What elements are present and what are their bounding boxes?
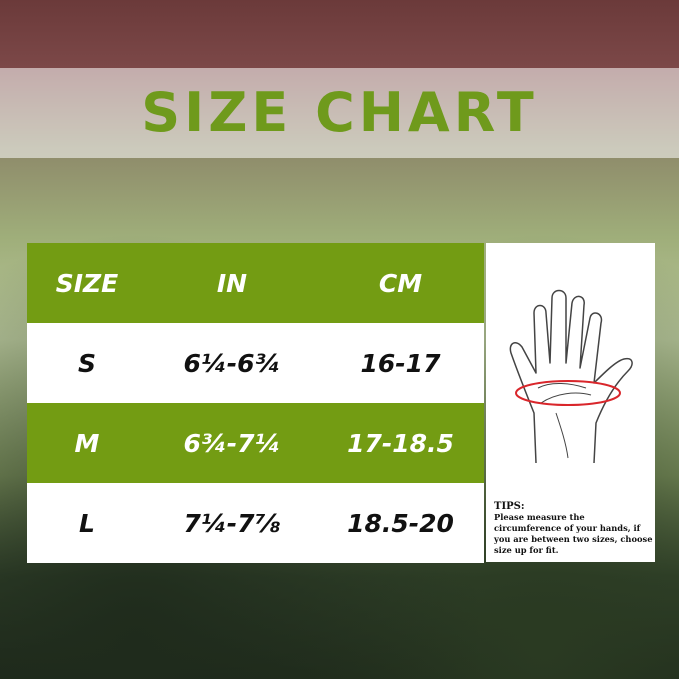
header-size: SIZE: [55, 268, 119, 298]
cell-in: 6¾-7¼: [183, 428, 281, 458]
tips-body: Please measure the circumference of your…: [494, 512, 653, 555]
hand-measure-icon: [509, 289, 633, 464]
title-band: [0, 68, 679, 158]
tips-heading: TIPS:: [494, 501, 525, 512]
table-row: L 7¼-7⅞ 18.5-20: [27, 483, 484, 563]
table-row: S 6¼-6¾ 16-17: [27, 323, 484, 403]
cell-size: S: [77, 348, 96, 378]
tips-panel: TIPS: Please measure the circumference o…: [486, 243, 655, 562]
cell-size: L: [79, 508, 95, 538]
table-row: M 6¾-7¼ 17-18.5: [27, 403, 484, 483]
cell-in: 6¼-6¾: [183, 348, 281, 378]
cell-cm: 18.5-20: [347, 508, 454, 538]
cell-size: M: [74, 428, 100, 458]
page-title: SIZE CHART: [141, 81, 538, 144]
header-in: IN: [216, 268, 248, 298]
cell-cm: 17-18.5: [347, 428, 454, 458]
header-cm: CM: [378, 268, 423, 298]
cell-cm: 16-17: [360, 348, 441, 378]
table-header: SIZE IN CM: [27, 243, 484, 323]
size-table: SIZE IN CM S 6¼-6¾ 16-17 M 6¾-7¼ 17-18.5…: [27, 243, 484, 563]
cell-in: 7¼-7⅞: [183, 508, 281, 538]
tips-text: TIPS: Please measure the circumference o…: [494, 501, 654, 556]
